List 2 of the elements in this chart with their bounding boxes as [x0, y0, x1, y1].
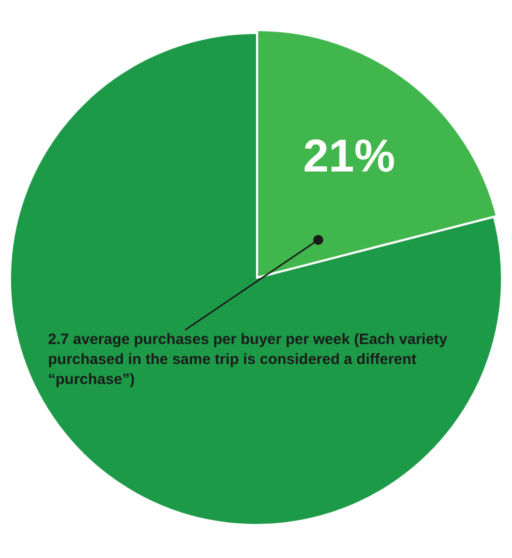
data-label: 21%	[303, 130, 396, 182]
text: 2.7 average purchases per buyer per week (Each variety purchased in the same trip is considered a different “purchase”)	[48, 330, 448, 390]
